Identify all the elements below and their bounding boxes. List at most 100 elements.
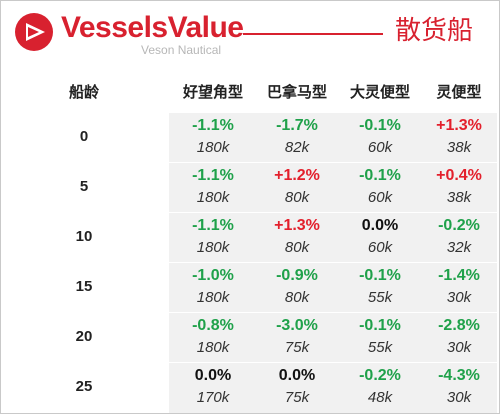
value-cell: +1.3% 80k (255, 215, 339, 261)
value-cell: -2.8% 30k (421, 315, 497, 361)
value-cell: 0.0% 75k (255, 365, 339, 411)
percent-change: +0.4% (436, 167, 482, 184)
value-cell: -0.9% 80k (255, 265, 339, 311)
percent-change: -1.1% (192, 217, 234, 234)
age-label: 0 (79, 128, 89, 145)
table-row: 0 -1.1% 180k -1.7% 82k -0.1% 60k +1.3% 38k (1, 113, 499, 163)
row-divider (169, 212, 497, 213)
percent-change: -0.1% (359, 267, 401, 284)
vessel-value: 80k (284, 289, 310, 306)
percent-change: -0.2% (438, 217, 480, 234)
vessel-value: 55k (367, 339, 393, 356)
page-title: 散货船 (395, 16, 474, 46)
vessel-value: 48k (367, 389, 393, 406)
row-divider (169, 312, 497, 313)
row-divider (169, 162, 497, 163)
percent-change: -0.1% (359, 317, 401, 334)
vesselsvalue-logo-icon (15, 13, 53, 51)
table-row: 15 -1.0% 180k -0.9% 80k -0.1% 55k -1.4% 30k (1, 263, 499, 313)
age-column-header: 船龄 (68, 83, 99, 101)
value-cell: -3.0% 75k (255, 315, 339, 361)
vessel-value: 60k (367, 139, 393, 156)
age-label: 25 (75, 378, 93, 395)
percent-change: -3.0% (276, 317, 318, 334)
vessel-value: 170k (196, 389, 230, 406)
column-header-handysize: 灵便型 (436, 83, 482, 101)
table-row: 25 0.0% 170k 0.0% 75k -0.2% 48k -4.3% 30k (1, 363, 499, 413)
percent-change: -1.0% (192, 267, 234, 284)
percent-change: -2.8% (438, 317, 480, 334)
brand-name: VesselsValue (61, 11, 244, 44)
vessel-value: 55k (367, 289, 393, 306)
vessel-value: 30k (446, 289, 472, 306)
header-divider (243, 33, 383, 35)
percent-change: +1.3% (274, 217, 320, 234)
value-cell: -1.1% 180k (171, 165, 255, 211)
value-cell: 0.0% 170k (171, 365, 255, 411)
row-divider (169, 262, 497, 263)
column-header-supramax: 大灵便型 (349, 83, 410, 101)
value-cell: -0.1% 55k (339, 315, 421, 361)
percent-change: -1.1% (192, 167, 234, 184)
age-label: 15 (75, 278, 93, 295)
percent-change: -0.2% (359, 367, 401, 384)
value-cell: 0.0% 60k (339, 215, 421, 261)
value-cell: -1.7% 82k (255, 115, 339, 161)
vessel-value: 75k (284, 389, 310, 406)
table-row: 20 -0.8% 180k -3.0% 75k -0.1% 55k -2.8% 30k (1, 313, 499, 363)
table-row: 10 -1.1% 180k +1.3% 80k 0.0% 60k -0.2% 32k (1, 213, 499, 263)
vessel-value: 60k (367, 189, 393, 206)
vessel-value: 180k (196, 339, 230, 356)
value-cell: -1.1% 180k (171, 115, 255, 161)
percent-change: -1.1% (192, 117, 234, 134)
value-cell: -0.1% 60k (339, 115, 421, 161)
percent-change: 0.0% (194, 367, 232, 384)
age-label: 10 (75, 228, 93, 245)
age-label: 20 (75, 328, 93, 345)
percent-change: -4.3% (438, 367, 480, 384)
percent-change: -0.8% (192, 317, 234, 334)
value-cell: +1.2% 80k (255, 165, 339, 211)
row-divider (169, 362, 497, 363)
vessel-value: 30k (446, 389, 472, 406)
percent-change: -1.4% (438, 267, 480, 284)
value-cell: -0.2% 48k (339, 365, 421, 411)
value-cell: -0.1% 60k (339, 165, 421, 211)
percent-change: -0.9% (276, 267, 318, 284)
value-cell: -4.3% 30k (421, 365, 497, 411)
age-label: 5 (79, 178, 89, 195)
percent-change: -0.1% (359, 167, 401, 184)
vessel-value: 30k (446, 339, 472, 356)
vessel-value: 38k (446, 139, 472, 156)
vessel-value: 80k (284, 239, 310, 256)
vessel-value: 180k (196, 139, 230, 156)
column-header-capesize: 好望角型 (182, 83, 243, 101)
value-cell: -0.2% 32k (421, 215, 497, 261)
value-cell: +0.4% 38k (421, 165, 497, 211)
value-cell: -1.0% 180k (171, 265, 255, 311)
vessel-value: 80k (284, 189, 310, 206)
percent-change: +1.3% (436, 117, 482, 134)
value-cell: -1.1% 180k (171, 215, 255, 261)
vessel-value: 180k (196, 239, 230, 256)
vessel-value: 82k (284, 139, 310, 156)
vessel-value: 60k (367, 239, 393, 256)
percent-change: +1.2% (274, 167, 320, 184)
percent-change: -1.7% (276, 117, 318, 134)
column-header-panamax: 巴拿马型 (266, 83, 327, 101)
vessel-value: 38k (446, 189, 472, 206)
value-cell: -0.1% 55k (339, 265, 421, 311)
percent-change: 0.0% (361, 217, 399, 234)
vessel-value: 180k (196, 289, 230, 306)
percent-change: 0.0% (278, 367, 316, 384)
value-cell: -1.4% 30k (421, 265, 497, 311)
values-grid-background (169, 113, 497, 413)
brand-subtitle: Veson Nautical (141, 43, 222, 57)
table-row: 5 -1.1% 180k +1.2% 80k -0.1% 60k +0.4% 38k (1, 163, 499, 213)
vessel-value: 32k (446, 239, 472, 256)
vessel-value: 75k (284, 339, 310, 356)
value-cell: -0.8% 180k (171, 315, 255, 361)
percent-change: -0.1% (359, 117, 401, 134)
value-cell: +1.3% 38k (421, 115, 497, 161)
